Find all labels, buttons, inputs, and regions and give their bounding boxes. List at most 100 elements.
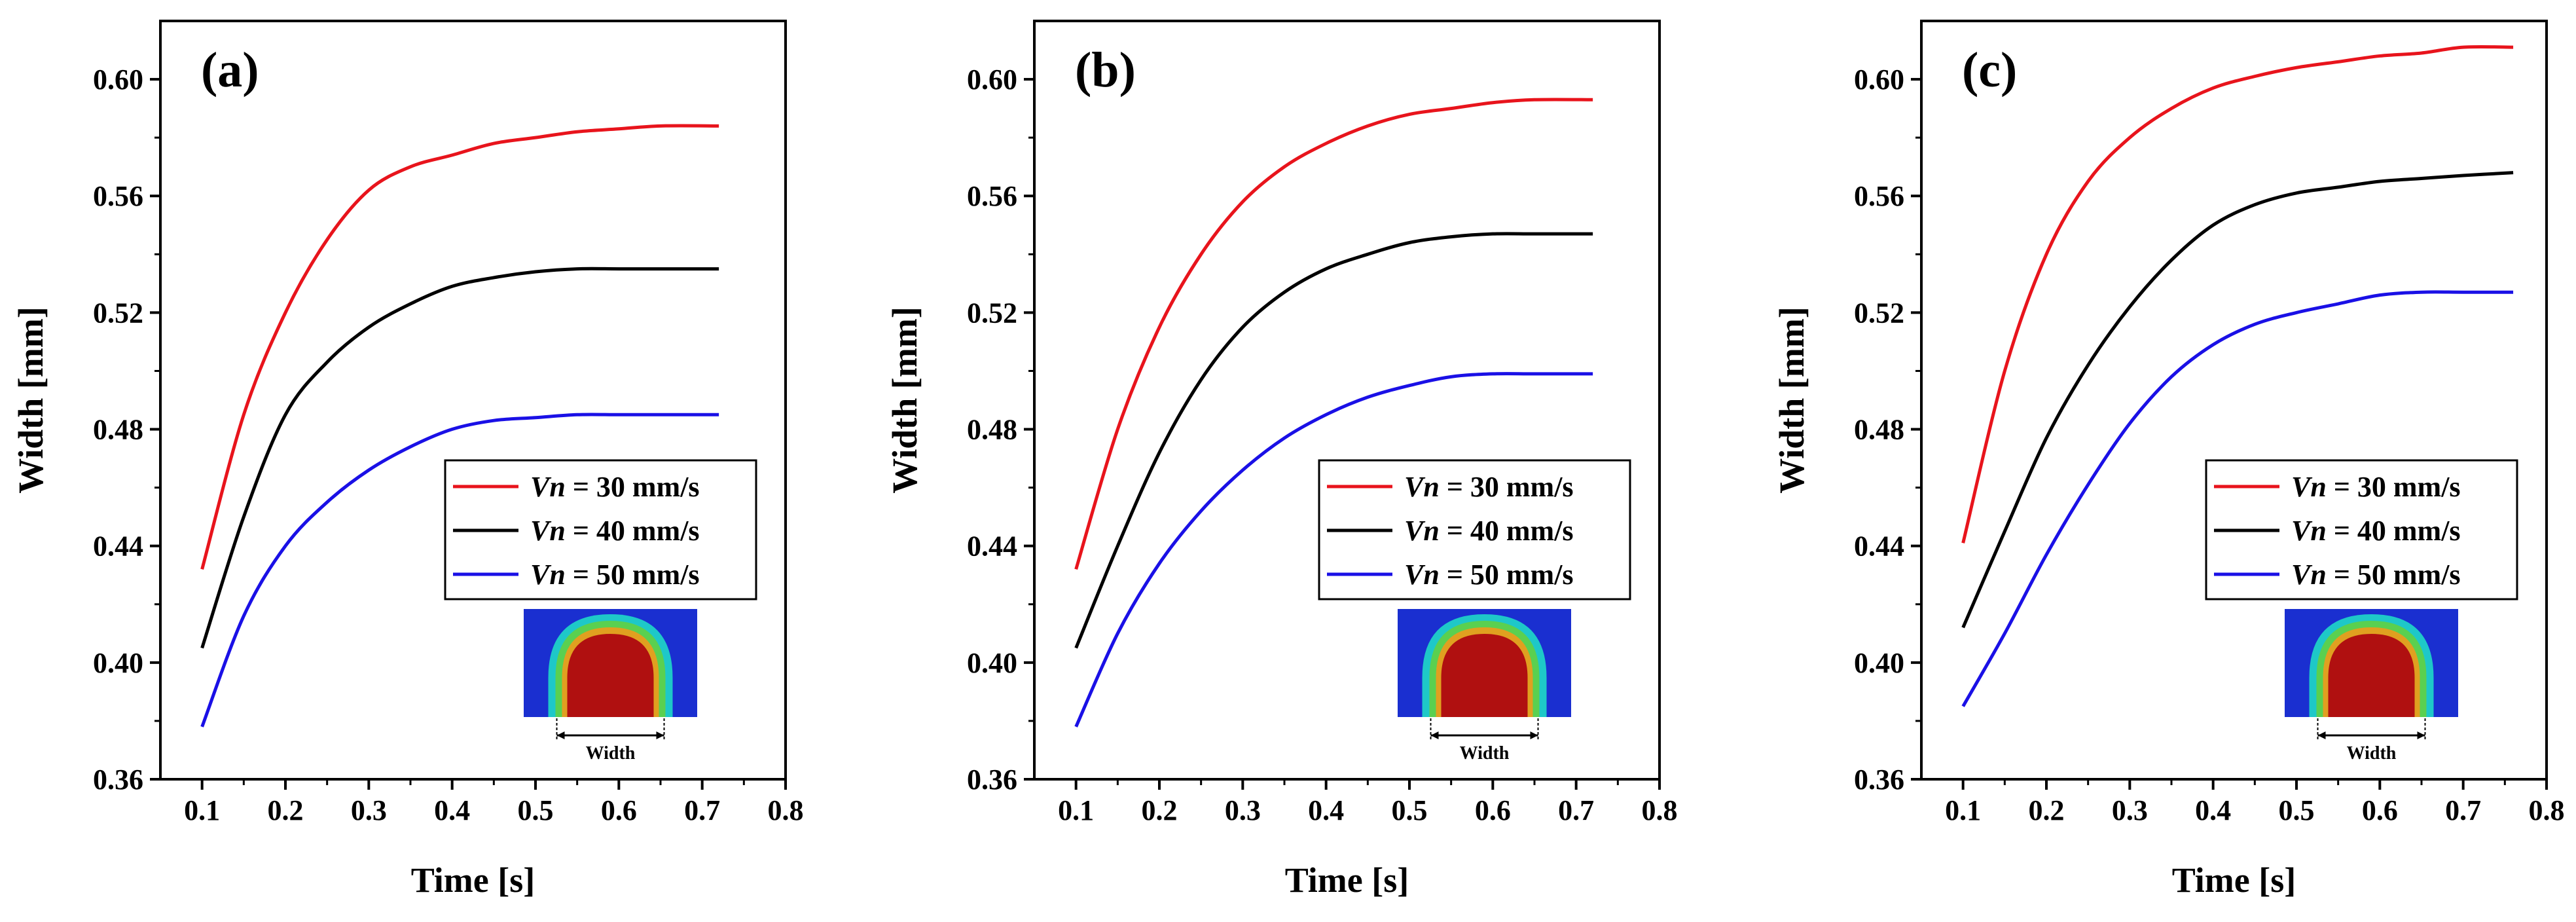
y-tick-label: 0.52	[1854, 297, 1904, 329]
legend: Vn = 30 mm/sVn = 40 mm/sVn = 50 mm/s	[2205, 459, 2518, 600]
inset-caption: Width	[2347, 743, 2397, 764]
legend-entry-2: Vn = 40 mm/s	[530, 515, 700, 547]
y-tick-label: 0.56	[93, 180, 143, 212]
y-tick-label: 0.48	[967, 414, 1017, 446]
y-tick-label: 0.52	[967, 297, 1017, 329]
y-tick-label: 0.44	[967, 530, 1017, 562]
legend-entry-1: Vn = 30 mm/s	[2291, 471, 2461, 503]
x-tick-label: 0.1	[1058, 794, 1094, 826]
x-tick-label: 0.4	[434, 794, 470, 826]
y-tick-label: 0.36	[93, 764, 143, 796]
legend-value: = 40 mm/s	[2327, 515, 2461, 547]
x-tick-label: 0.4	[1308, 794, 1344, 826]
plot-frame	[1920, 20, 2548, 781]
y-tick-label: 0.48	[93, 414, 143, 446]
x-tick-label: 0.2	[1142, 794, 1178, 826]
legend-value: = 30 mm/s	[566, 471, 700, 503]
legend-value: = 50 mm/s	[1440, 559, 1574, 591]
legend-value: = 50 mm/s	[2327, 559, 2461, 591]
y-tick-label: 0.36	[967, 764, 1017, 796]
y-tick-label: 0.52	[93, 297, 143, 329]
legend-value: = 40 mm/s	[566, 515, 700, 547]
x-tick-label: 0.7	[1558, 794, 1594, 826]
y-axis-title: Width [mm]	[885, 306, 924, 494]
plot-frame	[1033, 20, 1661, 781]
x-axis-title: Time [s]	[2172, 860, 2296, 900]
y-tick-label: 0.36	[1854, 764, 1904, 796]
x-tick-label: 0.7	[684, 794, 720, 826]
inset-caption: Width	[586, 743, 636, 764]
x-tick-label: 0.6	[1475, 794, 1511, 826]
x-tick-label: 0.1	[1945, 794, 1981, 826]
inset-melt-core	[567, 634, 654, 717]
panel-label: (c)	[1962, 43, 2017, 98]
y-tick-label: 0.48	[1854, 414, 1904, 446]
series-line-2	[1074, 232, 1593, 649]
x-tick-label: 0.6	[2362, 794, 2398, 826]
x-tick-label: 0.2	[2029, 794, 2065, 826]
arrowhead-left-icon	[556, 731, 565, 739]
legend-entry-1: Vn = 30 mm/s	[530, 471, 700, 503]
legend-entry-1: Vn = 30 mm/s	[1404, 471, 1574, 503]
x-tick-label: 0.5	[1392, 794, 1428, 826]
y-tick-label: 0.60	[1854, 64, 1904, 96]
y-tick-label: 0.60	[93, 64, 143, 96]
legend-value: = 30 mm/s	[2327, 471, 2461, 503]
legend-var: Vn	[1404, 559, 1440, 591]
legend-var: Vn	[1404, 515, 1440, 547]
legend-var: Vn	[530, 471, 566, 503]
x-tick-label: 0.4	[2195, 794, 2231, 826]
arrowhead-left-icon	[2317, 731, 2326, 739]
y-axis-title: Width [mm]	[11, 306, 50, 494]
legend-value: = 40 mm/s	[1440, 515, 1574, 547]
y-tick-label: 0.60	[967, 64, 1017, 96]
y-tick-label: 0.56	[967, 180, 1017, 212]
inset-caption: Width	[1460, 743, 1510, 764]
series-line-3	[1961, 290, 2514, 707]
x-axis-title: Time [s]	[411, 860, 535, 900]
series-line-1	[1961, 45, 2514, 544]
series-line-3	[1074, 372, 1593, 728]
series-line-3	[200, 413, 719, 728]
chart-panel-2: 0.1 0.2 0.3 0.4 0.5 0.6 0.7 0.8 0.36 0.40 0.44 0.48…	[885, 20, 1678, 900]
x-tick-label: 0.3	[351, 794, 387, 826]
x-tick-label: 0.5	[518, 794, 554, 826]
legend-var: Vn	[530, 515, 566, 547]
x-tick-label: 0.8	[1642, 794, 1678, 826]
y-tick-label: 0.40	[93, 647, 143, 679]
chart-panel-3: 0.1 0.2 0.3 0.4 0.5 0.6 0.7 0.8 0.36 0.40 0.44 0.48…	[1772, 20, 2565, 900]
y-tick-label: 0.44	[1854, 530, 1904, 562]
y-tick-label: 0.40	[967, 647, 1017, 679]
x-tick-label: 0.6	[601, 794, 637, 826]
melt-pool-inset: Width	[1398, 609, 1571, 764]
legend-var: Vn	[530, 559, 566, 591]
x-tick-label: 0.7	[2445, 794, 2481, 826]
x-tick-label: 0.8	[2529, 794, 2565, 826]
melt-pool-inset: Width	[524, 609, 697, 764]
legend-entry-2: Vn = 40 mm/s	[1404, 515, 1574, 547]
x-tick-label: 0.5	[2279, 794, 2315, 826]
plot-frame	[159, 20, 787, 781]
y-axis-title: Width [mm]	[1772, 306, 1811, 494]
legend-entry-3: Vn = 50 mm/s	[1404, 559, 1574, 591]
arrowhead-right-icon	[656, 731, 664, 739]
legend-var: Vn	[2291, 515, 2327, 547]
y-tick-label: 0.44	[93, 530, 143, 562]
legend-entry-3: Vn = 50 mm/s	[530, 559, 700, 591]
legend-value: = 50 mm/s	[566, 559, 700, 591]
series-line-1	[1074, 98, 1593, 570]
y-tick-label: 0.40	[1854, 647, 1904, 679]
y-tick-label: 0.56	[1854, 180, 1904, 212]
x-tick-label: 0.3	[1225, 794, 1261, 826]
chart-panel-1: 0.1 0.2 0.3 0.4 0.5 0.6 0.7 0.8 0.36 0.40 0.44 0.48…	[11, 20, 804, 900]
arrowhead-right-icon	[1530, 731, 1538, 739]
inset-melt-core	[2328, 634, 2415, 717]
legend-value: = 30 mm/s	[1440, 471, 1574, 503]
series-line-2	[200, 267, 719, 649]
legend-entry-3: Vn = 50 mm/s	[2291, 559, 2461, 591]
legend-var: Vn	[2291, 471, 2327, 503]
legend: Vn = 30 mm/sVn = 40 mm/sVn = 50 mm/s	[1318, 459, 1631, 600]
x-axis-title: Time [s]	[1285, 860, 1409, 900]
legend-var: Vn	[2291, 559, 2327, 591]
